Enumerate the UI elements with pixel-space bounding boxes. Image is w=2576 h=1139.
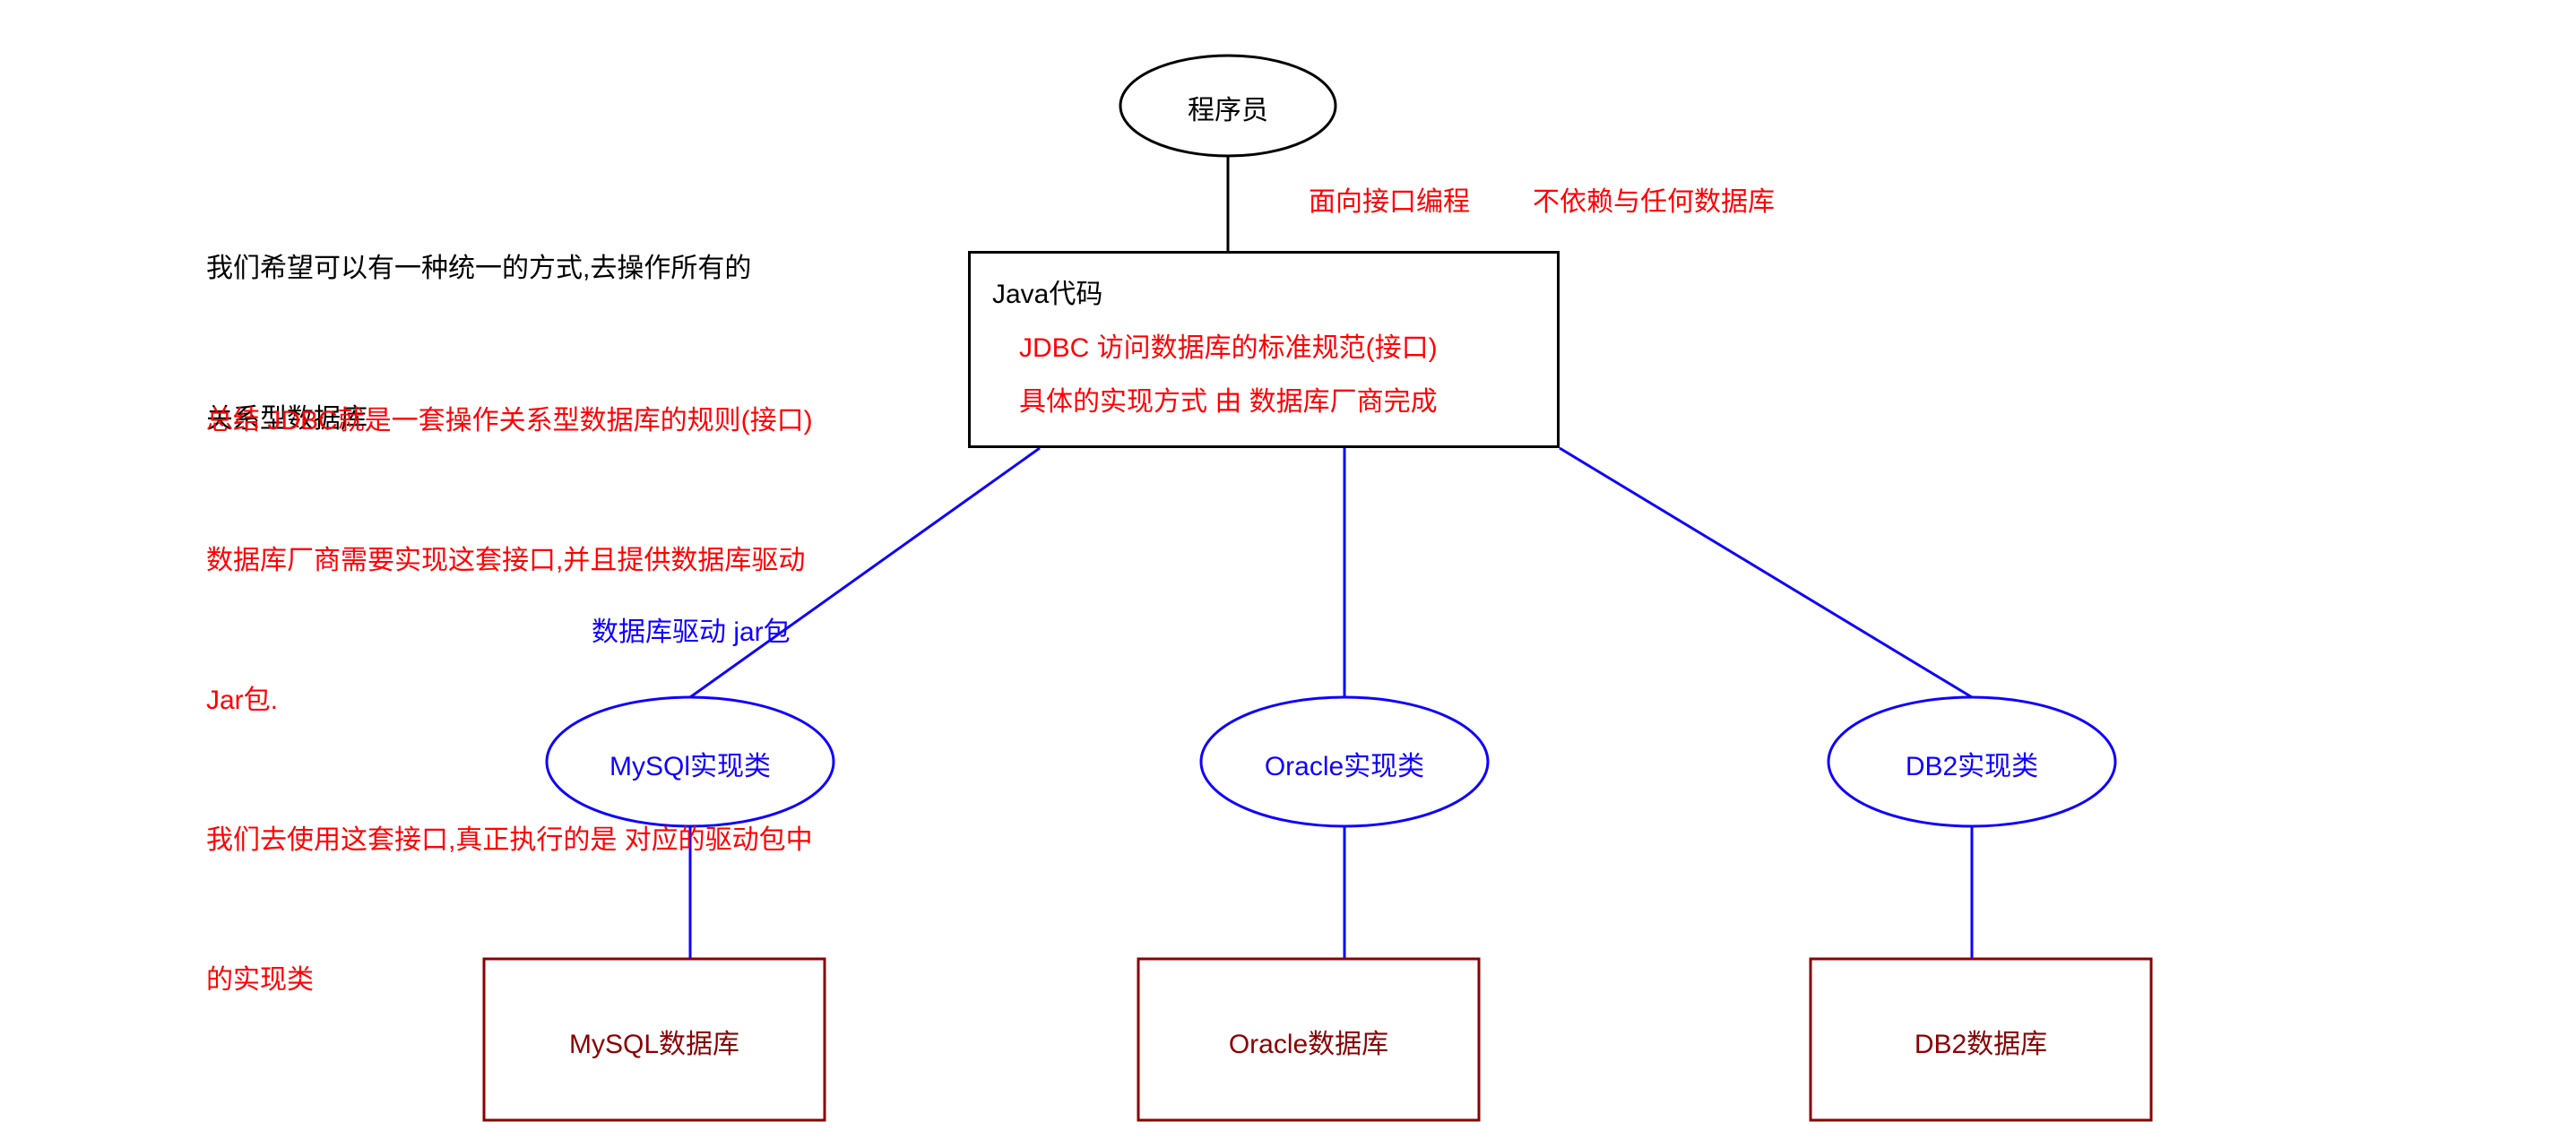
java-line2: 具体的实现方式 由 数据库厂商完成 xyxy=(1019,379,1438,418)
summary-line4: 我们去使用这套接口,真正执行的是 对应的驱动包中 xyxy=(206,817,813,864)
node-oracle-impl-label: Oracle实现类 xyxy=(1201,744,1488,783)
java-title: Java代码 xyxy=(992,272,1102,311)
annotation-no-dependency: 不依赖与任何数据库 xyxy=(1533,179,1775,219)
node-mysql-db-label: MySQL数据库 xyxy=(484,1022,825,1061)
java-line1: JDBC 访问数据库的标准规范(接口) xyxy=(1019,325,1438,365)
summary-line5: 的实现类 xyxy=(206,957,813,1004)
summary-line3: Jar包. xyxy=(206,677,813,724)
edge-java-db2 xyxy=(1560,448,1972,697)
summary-line1: 总结 JDBC就是一套操作关系型数据库的规则(接口) xyxy=(206,398,813,444)
summary-text: 总结 JDBC就是一套操作关系型数据库的规则(接口) 数据库厂商需要实现这套接口… xyxy=(206,305,813,1050)
node-db2-impl-label: DB2实现类 xyxy=(1828,744,2115,783)
node-java: Java代码 JDBC 访问数据库的标准规范(接口) 具体的实现方式 由 数据库… xyxy=(968,251,1560,448)
node-oracle-db-label: Oracle数据库 xyxy=(1138,1022,1479,1061)
annotation-interface-programming: 面向接口编程 xyxy=(1309,179,1470,219)
intro-line1: 我们希望可以有一种统一的方式,去操作所有的 xyxy=(206,244,751,294)
summary-line2: 数据库厂商需要实现这套接口,并且提供数据库驱动 xyxy=(206,538,813,584)
node-programmer-label: 程序员 xyxy=(1120,88,1336,127)
annotation-driver-jar: 数据库驱动 jar包 xyxy=(592,609,791,649)
node-db2-db-label: DB2数据库 xyxy=(1811,1022,2151,1061)
node-mysql-impl-label: MySQl实现类 xyxy=(547,744,834,783)
